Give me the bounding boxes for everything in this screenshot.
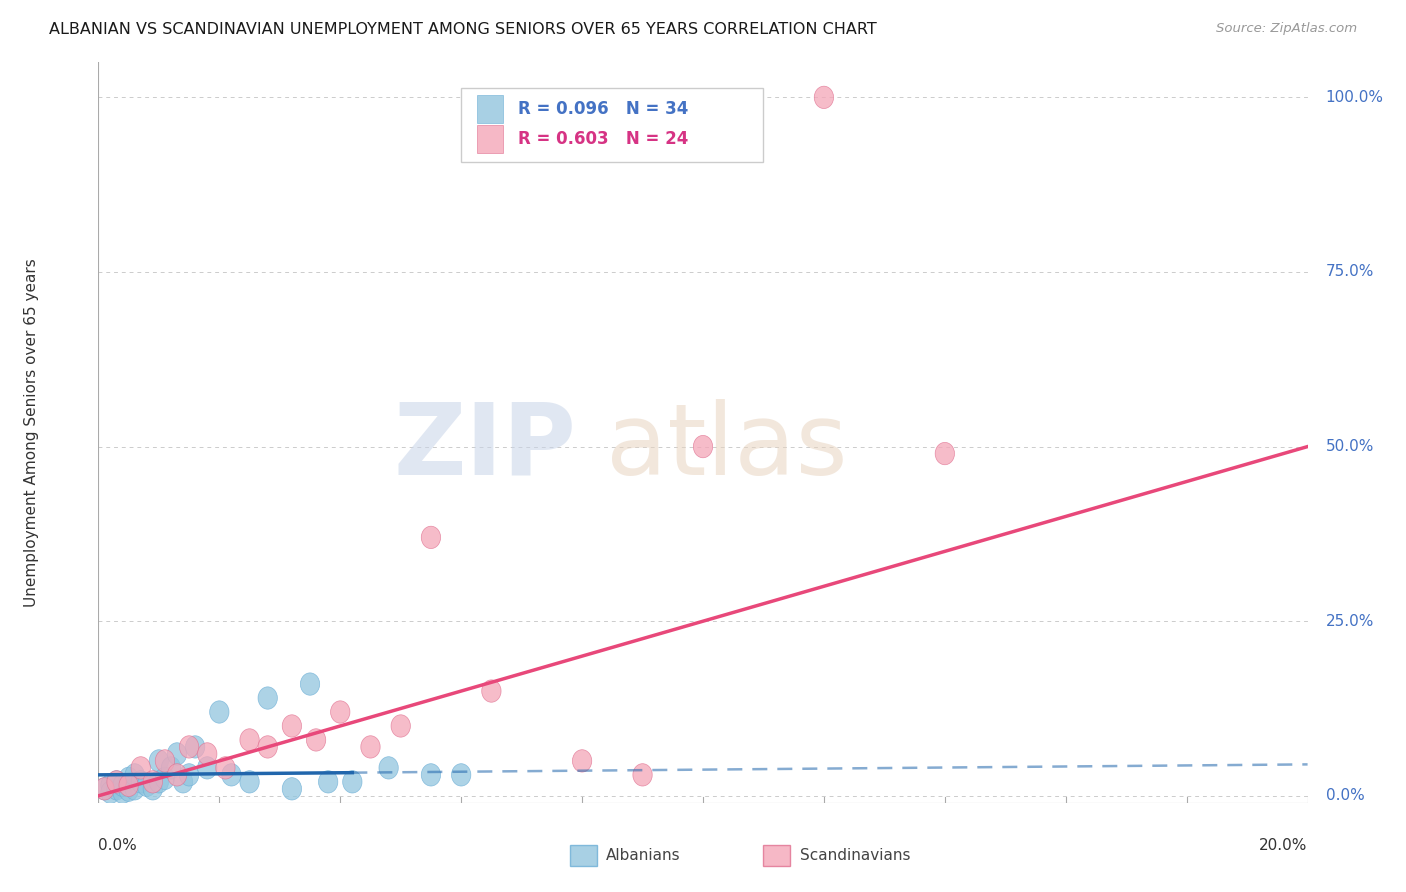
Text: Albanians: Albanians — [606, 848, 681, 863]
Text: ZIP: ZIP — [394, 399, 576, 496]
FancyBboxPatch shape — [569, 845, 596, 866]
Text: R = 0.603   N = 24: R = 0.603 N = 24 — [517, 129, 689, 148]
Text: 25.0%: 25.0% — [1326, 614, 1374, 629]
Text: 50.0%: 50.0% — [1326, 439, 1374, 454]
Text: Unemployment Among Seniors over 65 years: Unemployment Among Seniors over 65 years — [24, 259, 39, 607]
Text: 0.0%: 0.0% — [98, 838, 138, 853]
Text: atlas: atlas — [606, 399, 848, 496]
Text: 0.0%: 0.0% — [1326, 789, 1364, 804]
Text: Source: ZipAtlas.com: Source: ZipAtlas.com — [1216, 22, 1357, 36]
Text: ALBANIAN VS SCANDINAVIAN UNEMPLOYMENT AMONG SENIORS OVER 65 YEARS CORRELATION CH: ALBANIAN VS SCANDINAVIAN UNEMPLOYMENT AM… — [49, 22, 877, 37]
FancyBboxPatch shape — [477, 125, 503, 153]
Text: 75.0%: 75.0% — [1326, 264, 1374, 279]
FancyBboxPatch shape — [477, 95, 503, 123]
FancyBboxPatch shape — [461, 88, 763, 162]
Text: 20.0%: 20.0% — [1260, 838, 1308, 853]
Text: 100.0%: 100.0% — [1326, 90, 1384, 105]
Text: R = 0.096   N = 34: R = 0.096 N = 34 — [517, 100, 689, 118]
FancyBboxPatch shape — [763, 845, 790, 866]
Text: Scandinavians: Scandinavians — [800, 848, 910, 863]
